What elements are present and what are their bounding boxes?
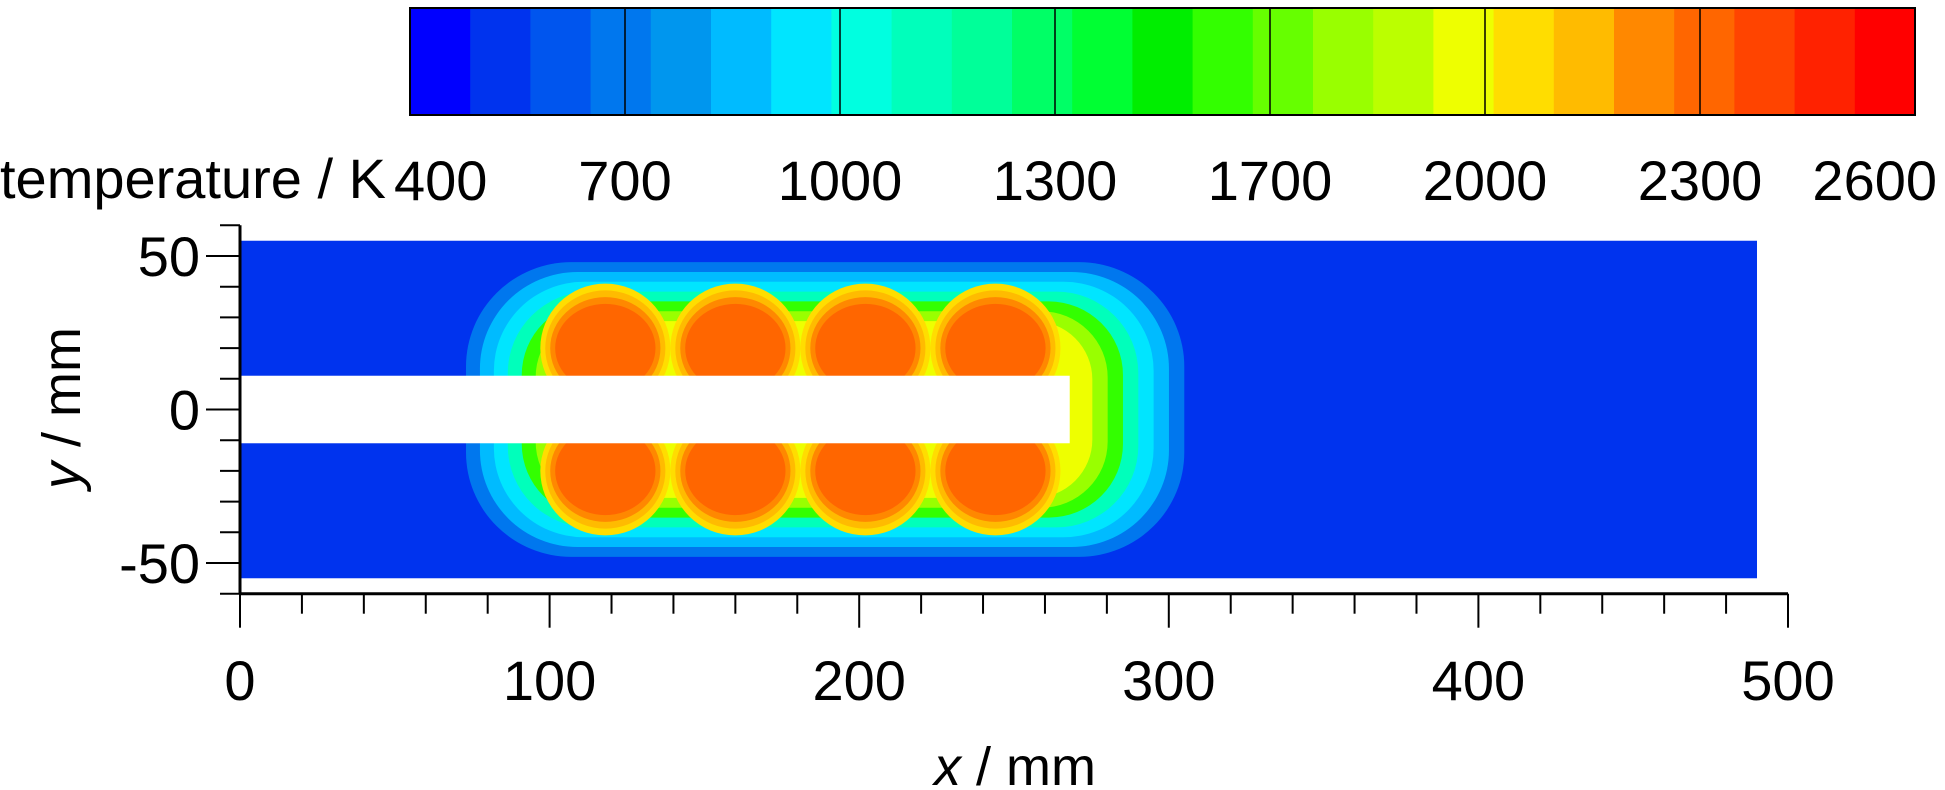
x-tick-label: 200 xyxy=(812,649,905,712)
colorbar-tick-label: 1000 xyxy=(778,149,903,212)
hot-core-band xyxy=(945,303,1046,393)
temperature-colorbar xyxy=(409,7,1916,116)
hot-core-band xyxy=(555,303,656,393)
colorbar-swatch xyxy=(1192,8,1254,115)
colorbar-swatch xyxy=(470,8,531,115)
colorbar-swatch xyxy=(1072,8,1133,115)
colorbar-swatch xyxy=(650,8,712,115)
colorbar-swatch xyxy=(1373,8,1434,115)
hot-core-band xyxy=(815,426,916,516)
colorbar-title: temperature / K xyxy=(0,147,386,210)
colorbar-swatch xyxy=(1734,8,1796,115)
hot-core-band xyxy=(815,303,916,393)
colorbar-swatch xyxy=(831,8,893,115)
colorbar-swatch xyxy=(1433,8,1495,115)
x-tick-label: 400 xyxy=(1432,649,1525,712)
colorbar-swatch xyxy=(410,8,471,115)
colorbar-tick-label: 2000 xyxy=(1423,149,1548,212)
x-axis-label: x / mm xyxy=(931,737,1096,790)
colorbar-tick-label: 1300 xyxy=(993,149,1118,212)
colorbar-tick-label: 400 xyxy=(394,149,487,212)
y-tick-label: -50 xyxy=(119,532,200,595)
x-tick-label: 500 xyxy=(1741,649,1834,712)
colorbar-tick-label: 700 xyxy=(578,149,671,212)
colorbar-swatch xyxy=(1252,8,1314,115)
colorbar-swatch xyxy=(771,8,832,115)
hot-core-band xyxy=(555,426,656,516)
colorbar-tick-label: 1700 xyxy=(1208,149,1333,212)
colorbar-swatch xyxy=(1614,8,1675,115)
colorbar-swatch xyxy=(590,8,652,115)
x-tick-label: 300 xyxy=(1122,649,1215,712)
colorbar-tick-label: 2300 xyxy=(1638,149,1763,212)
y-tick-label: 0 xyxy=(169,379,200,442)
hot-core-band xyxy=(685,303,786,393)
temperature-field xyxy=(240,240,1758,579)
colorbar-swatch xyxy=(530,8,592,115)
colorbar-swatch xyxy=(1132,8,1194,115)
colorbar-swatch xyxy=(1794,8,1856,115)
hot-core-band xyxy=(685,426,786,516)
y-axis-label: y / mm xyxy=(32,327,92,493)
hot-core-band xyxy=(945,426,1046,516)
colorbar-swatch xyxy=(711,8,772,115)
colorbar-swatch xyxy=(951,8,1013,115)
y-tick-label: 50 xyxy=(138,225,200,288)
colorbar-swatch xyxy=(891,8,953,115)
colorbar-swatch xyxy=(1313,8,1374,115)
colorbar-frame xyxy=(409,7,1916,116)
colorbar-swatch xyxy=(1493,8,1555,115)
solid-insert xyxy=(240,375,1070,444)
colorbar-swatch xyxy=(1854,8,1916,115)
colorbar-swatch xyxy=(1012,8,1073,115)
colorbar-tick-label: 2600 xyxy=(1812,149,1937,212)
colorbar-swatch xyxy=(1674,8,1735,115)
colorbar-swatch xyxy=(1553,8,1615,115)
x-tick-label: 100 xyxy=(503,649,596,712)
x-tick-label: 0 xyxy=(224,649,255,712)
colorbar-tick-labels: 400 700 1000 1300 1700 2000 2300 2600 xyxy=(394,149,1937,212)
